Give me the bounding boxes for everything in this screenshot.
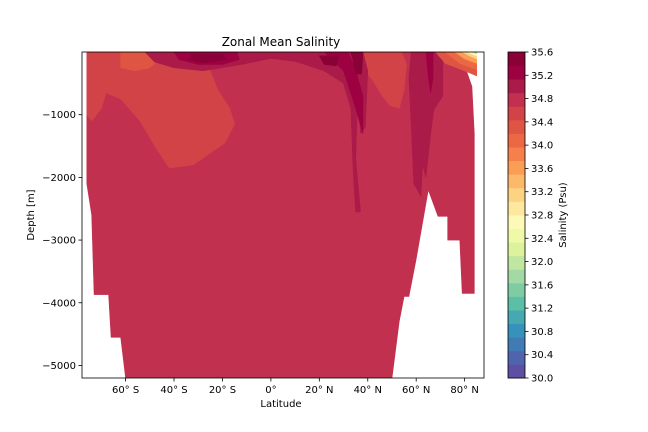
colorbar-segment (508, 296, 525, 311)
colorbar-tick-label: 34.4 (531, 117, 553, 128)
y-tick-label: −3000 (42, 236, 76, 247)
colorbar-label: Salinity (Psu) (558, 182, 569, 247)
colorbar-tick-label: 31.6 (531, 280, 553, 291)
colorbar-segment (508, 160, 525, 175)
colorbar-tick-label: 31.2 (531, 304, 553, 315)
colorbar-segment (508, 364, 525, 379)
x-tick-label: 20° N (305, 385, 333, 396)
colorbar-tick-label: 34.8 (531, 94, 553, 105)
colorbar-tick-label: 33.6 (531, 164, 553, 175)
colorbar-tick-label: 34.0 (531, 141, 553, 152)
y-axis: −1000 −2000 −3000 −4000 −5000 (42, 110, 82, 372)
salinity-contour-12 (323, 52, 364, 134)
colorbar-tick-label: 32.0 (531, 257, 553, 268)
x-tick-label: 80° N (450, 385, 478, 396)
colorbar-segment (508, 133, 525, 148)
colorbar-segment (508, 228, 525, 243)
plot-area (86, 52, 478, 378)
colorbar-tick-label: 30.8 (531, 327, 553, 338)
y-axis-label: Depth [m] (26, 189, 37, 240)
colorbar-tick-label: 32.8 (531, 211, 553, 222)
plot-frame (81, 51, 485, 379)
colorbar-tick-label: 30.0 (531, 374, 553, 385)
colorbar-frame (507, 51, 526, 379)
x-axis: 60° S 40° S 20° S 0° 20° N 40° N 60° N 80° N (112, 378, 479, 396)
colorbar-segment (508, 106, 525, 121)
colorbar-tick-label: 33.2 (531, 187, 553, 198)
y-tick-label: −4000 (42, 298, 76, 309)
x-tick-label: 40° N (354, 385, 382, 396)
x-tick-label: 0° (265, 385, 276, 396)
x-tick-label: 60° S (112, 385, 139, 396)
colorbar-segment (508, 350, 525, 365)
x-axis-label: Latitude (260, 399, 301, 410)
colorbar-segment (508, 92, 525, 107)
colorbar-tick-label: 35.6 (531, 48, 553, 59)
colorbar-segment (508, 65, 525, 80)
salinity-contour-13 (425, 52, 434, 94)
x-tick-label: 60° N (402, 385, 430, 396)
colorbar-segment (508, 255, 525, 270)
x-tick-label: 20° S (209, 385, 236, 396)
colorbar-segment (508, 187, 525, 202)
chart-title: Zonal Mean Salinity (222, 35, 341, 49)
y-tick-label: −5000 (42, 361, 76, 372)
colorbar-segment (508, 174, 525, 189)
salinity-contour-14 (188, 54, 228, 64)
x-tick-label: 40° S (160, 385, 187, 396)
salinity-contour-16 (318, 55, 340, 67)
colorbar-segment (508, 52, 525, 66)
colorbar-segment (508, 201, 525, 216)
colorbar-segment (508, 269, 525, 284)
colorbar-segment (508, 215, 525, 229)
colorbar-tick-label: 32.4 (531, 234, 553, 245)
colorbar-tick-label: 35.2 (531, 71, 553, 82)
y-tick-label: −1000 (42, 110, 76, 121)
colorbar-segment (508, 242, 525, 257)
colorbar-segment (508, 119, 525, 134)
colorbar-tick-label: 30.4 (531, 350, 553, 361)
colorbar-segment (508, 337, 525, 352)
salinity-contour-10 (420, 52, 439, 178)
colorbar-segment (508, 323, 525, 338)
colorbar-segment (508, 282, 525, 297)
y-tick-label: −2000 (42, 173, 76, 184)
colorbar-segment (508, 310, 525, 325)
colorbar-segment (508, 147, 525, 162)
salinity-contour-4 (384, 52, 405, 90)
salinity-contour-5 (120, 52, 158, 72)
colorbar: 30.0 30.4 30.8 31.2 31.6 32.0 32.4 32.8 33.2 33.6… (508, 48, 553, 385)
colorbar-segment (508, 79, 525, 94)
salinity-contour-15 (350, 52, 364, 75)
